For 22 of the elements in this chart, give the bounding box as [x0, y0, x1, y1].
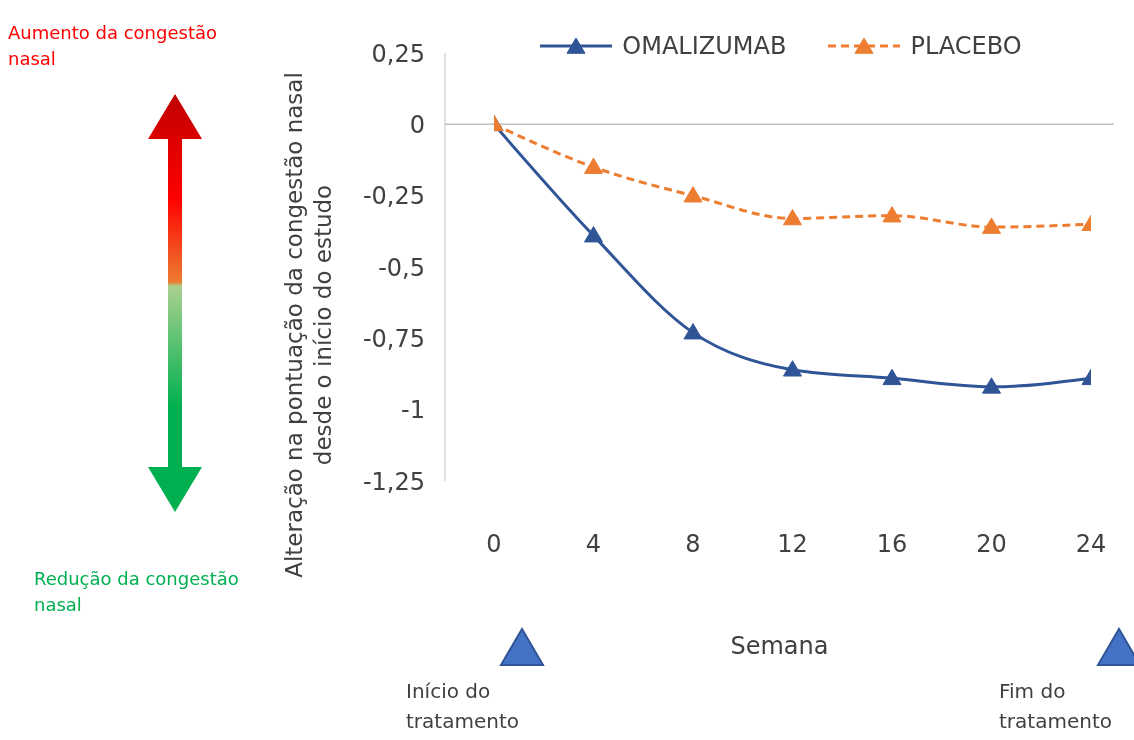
x-tick-label: 4 [585, 530, 602, 559]
legend-label: PLACEBO [910, 32, 1022, 60]
y-axis-title: Alteração na pontuação da congestão nasal desde o início do estudo [280, 71, 337, 580]
x-tick-label: 24 [1075, 530, 1107, 559]
x-tick-label: 20 [976, 530, 1007, 559]
y-tick-label: -1 [401, 396, 425, 425]
y-tick-label: -1,25 [362, 467, 425, 496]
text: Início do tratamento [406, 678, 520, 735]
x-tick-label: 0 [486, 530, 502, 559]
y-tick-label: 0 [409, 110, 425, 139]
x-tick-label: 8 [685, 530, 701, 559]
y-tick-label: 0,25 [371, 39, 425, 68]
y-tick-label: -0,75 [362, 324, 425, 353]
x-tick-label: 16 [876, 530, 908, 559]
legend-label: OMALIZUMAB [622, 32, 787, 60]
y-tick-label: -0,5 [378, 253, 425, 282]
x-axis-title: Semana [729, 632, 830, 660]
text: Aumento da congestão nasal [8, 21, 218, 71]
x-tick-label: 12 [777, 530, 808, 559]
y-tick-label: -0,25 [362, 182, 425, 211]
text: Fim do tratamento [999, 678, 1113, 735]
text: Redução da congestão nasal [34, 567, 240, 617]
